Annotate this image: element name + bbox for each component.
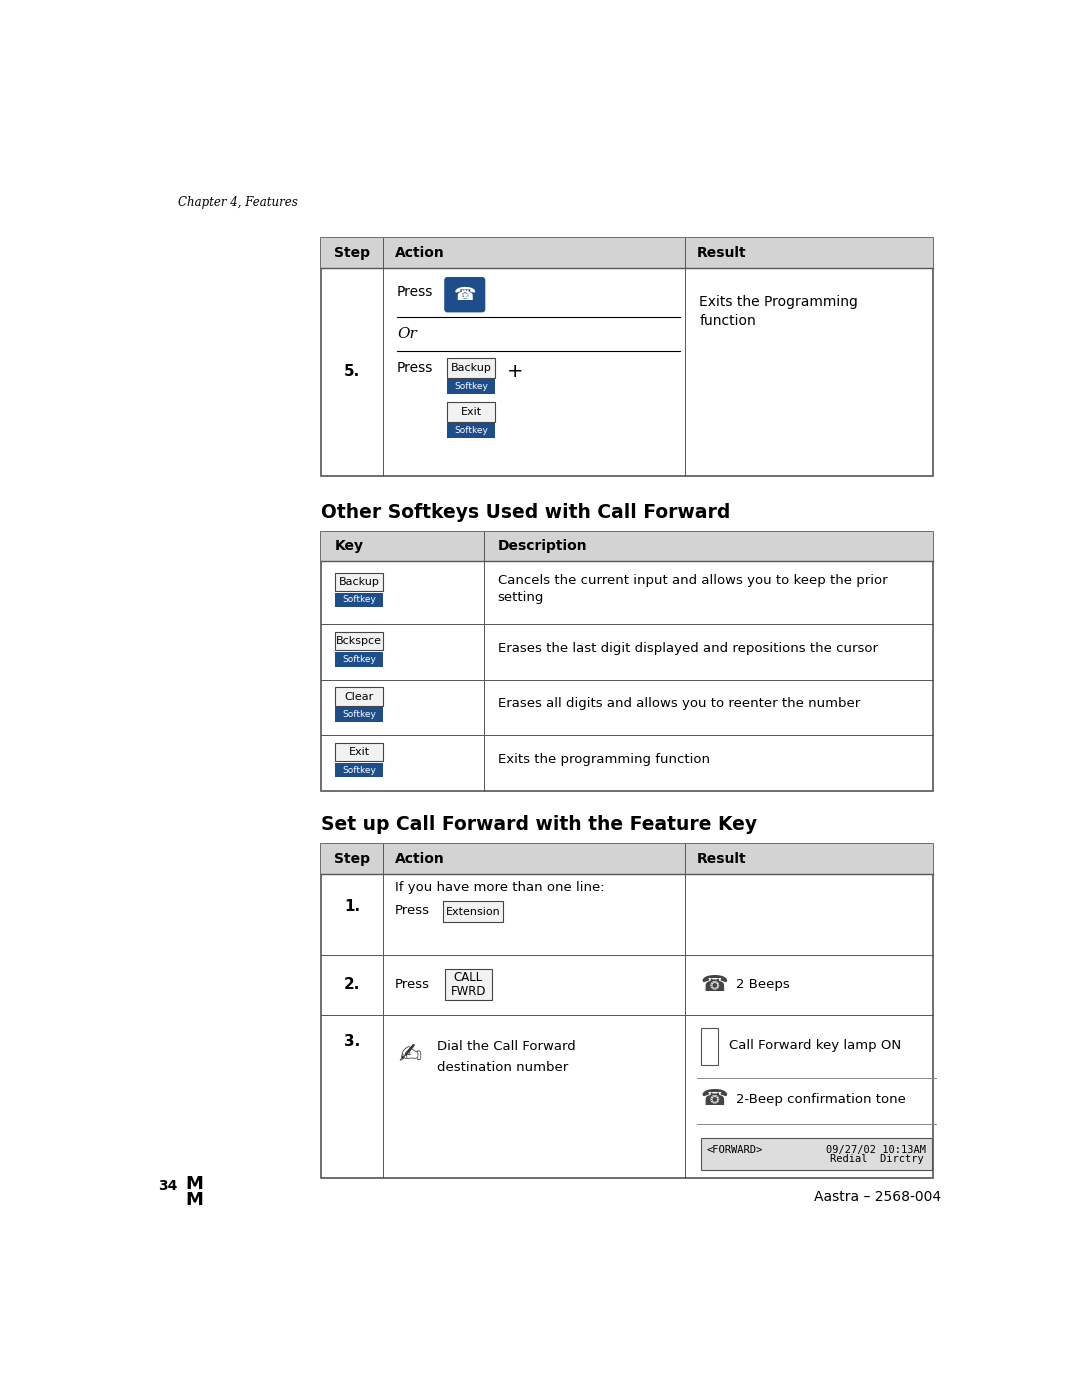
Bar: [701, 1137, 932, 1171]
FancyBboxPatch shape: [444, 277, 485, 313]
Text: 3.: 3.: [343, 1034, 360, 1049]
Text: Dial the Call Forward: Dial the Call Forward: [437, 1041, 576, 1053]
Text: M: M: [186, 1175, 203, 1193]
Text: Softkey: Softkey: [342, 766, 376, 775]
Bar: [321, 844, 933, 1178]
Text: Action: Action: [394, 852, 444, 866]
Bar: [321, 532, 933, 791]
Text: Chapter 4, Features: Chapter 4, Features: [177, 196, 297, 210]
Text: ✍: ✍: [399, 1041, 422, 1069]
Bar: [335, 631, 383, 651]
Text: 34: 34: [159, 1179, 177, 1193]
Text: ☎: ☎: [701, 975, 729, 995]
Text: Action: Action: [394, 246, 444, 260]
Text: If you have more than one line:: If you have more than one line:: [394, 882, 604, 894]
Text: Erases the last digit displayed and repositions the cursor: Erases the last digit displayed and repo…: [498, 641, 878, 655]
Bar: [447, 422, 496, 437]
Bar: [321, 532, 933, 562]
Text: 2-Beep confirmation tone: 2-Beep confirmation tone: [735, 1092, 905, 1106]
Text: Aastra – 2568-004: Aastra – 2568-004: [814, 1190, 941, 1204]
Text: Backup: Backup: [451, 363, 491, 373]
Bar: [447, 402, 496, 422]
Text: <FORWARD>: <FORWARD>: [706, 1144, 762, 1155]
Text: Result: Result: [697, 852, 746, 866]
Bar: [335, 707, 383, 722]
Bar: [335, 687, 383, 705]
Text: Other Softkeys Used with Call Forward: Other Softkeys Used with Call Forward: [321, 503, 730, 521]
Text: Set up Call Forward with the Feature Key: Set up Call Forward with the Feature Key: [321, 816, 757, 834]
Text: CALL
FWRD: CALL FWRD: [450, 971, 486, 997]
Bar: [335, 743, 383, 761]
Text: +: +: [507, 362, 524, 381]
Bar: [447, 358, 496, 377]
Text: destination number: destination number: [437, 1060, 568, 1073]
Text: Redial  Dirctry: Redial Dirctry: [831, 1154, 924, 1164]
Text: Clear: Clear: [345, 692, 374, 701]
Text: Step: Step: [334, 246, 370, 260]
Bar: [443, 901, 503, 922]
Bar: [445, 970, 491, 1000]
Text: Exits the programming function: Exits the programming function: [498, 753, 710, 766]
Text: M: M: [186, 1190, 203, 1208]
Text: Key: Key: [335, 539, 364, 553]
Text: ⌂: ⌂: [460, 285, 470, 300]
Text: Cancels the current input and allows you to keep the prior
setting: Cancels the current input and allows you…: [498, 574, 888, 604]
Text: 1.: 1.: [343, 898, 360, 914]
Bar: [335, 573, 383, 591]
Text: Call Forward key lamp ON: Call Forward key lamp ON: [729, 1039, 902, 1052]
Bar: [335, 763, 383, 778]
Text: Press: Press: [394, 904, 430, 918]
Text: Press: Press: [397, 360, 433, 374]
Text: ☎: ☎: [454, 286, 476, 303]
Bar: [335, 592, 383, 608]
Text: Softkey: Softkey: [342, 710, 376, 719]
Text: Press: Press: [394, 978, 430, 990]
Bar: [321, 844, 933, 873]
Text: Result: Result: [697, 246, 746, 260]
Text: 2.: 2.: [343, 977, 361, 992]
Text: Description: Description: [498, 539, 588, 553]
Text: Press: Press: [397, 285, 433, 299]
Bar: [321, 239, 933, 475]
Bar: [447, 379, 496, 394]
Text: 5.: 5.: [343, 365, 360, 379]
Text: Exit: Exit: [349, 747, 369, 757]
Text: ☎: ☎: [701, 1090, 729, 1109]
Bar: [335, 652, 383, 666]
Text: Softkey: Softkey: [455, 381, 488, 391]
Text: Exit: Exit: [461, 407, 482, 416]
Text: Extension: Extension: [446, 907, 500, 916]
Text: Or: Or: [397, 327, 417, 341]
Text: Erases all digits and allows you to reenter the number: Erases all digits and allows you to reen…: [498, 697, 860, 710]
Text: Softkey: Softkey: [342, 595, 376, 605]
Text: Softkey: Softkey: [455, 426, 488, 434]
Text: Step: Step: [334, 852, 370, 866]
Bar: [321, 239, 933, 268]
Bar: [701, 1028, 718, 1065]
Text: 2 Beeps: 2 Beeps: [735, 978, 789, 990]
Text: Exits the Programming
function: Exits the Programming function: [699, 295, 859, 328]
Text: Bckspce: Bckspce: [336, 636, 382, 647]
Text: 09/27/02 10:13AM: 09/27/02 10:13AM: [826, 1144, 927, 1155]
Text: Backup: Backup: [338, 577, 379, 587]
Text: Softkey: Softkey: [342, 655, 376, 664]
